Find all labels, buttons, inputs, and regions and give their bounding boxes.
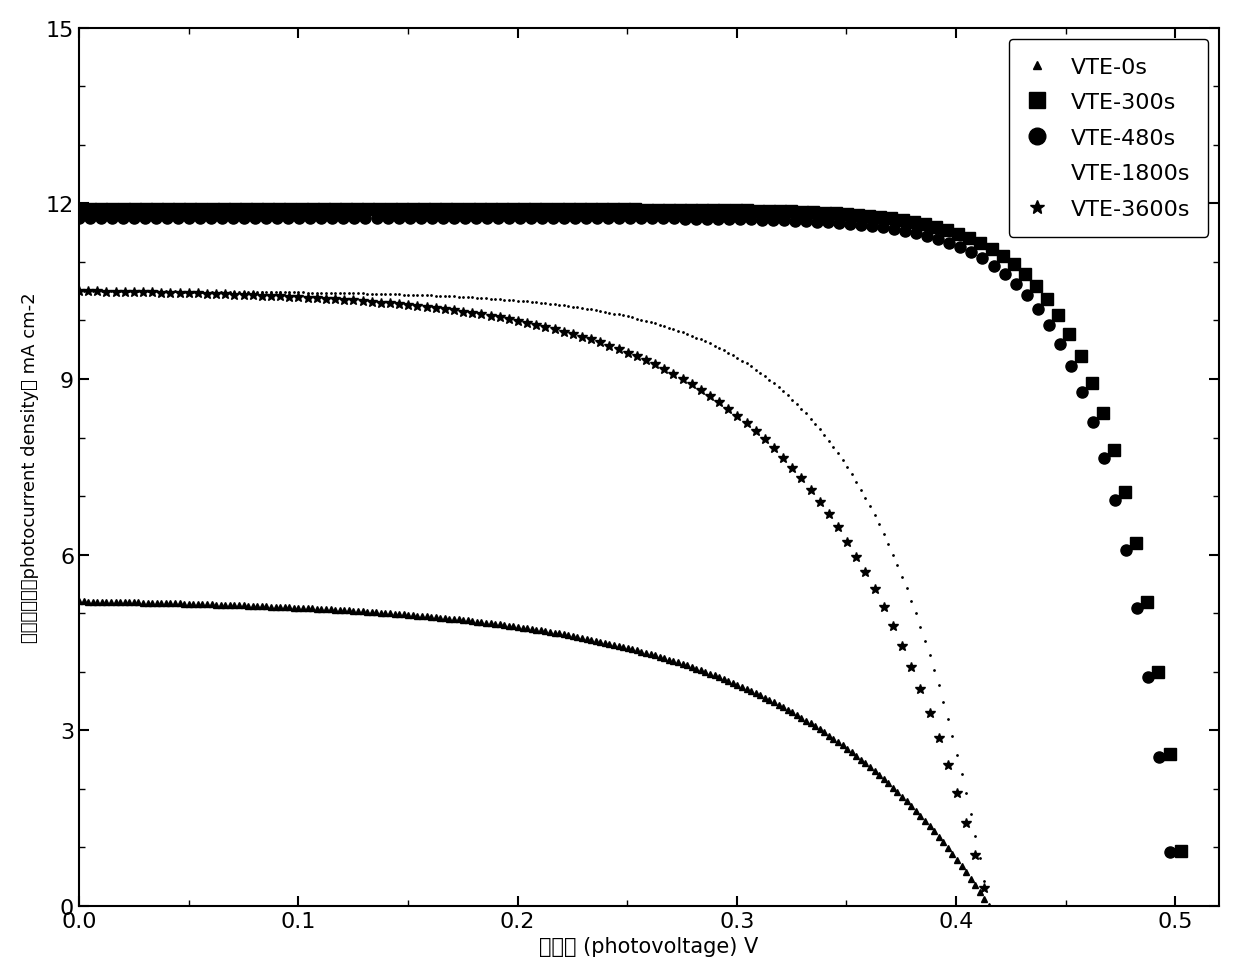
VTE-0s: [72, 596, 87, 608]
VTE-0s: [241, 600, 255, 612]
VTE-0s: [982, 900, 997, 912]
VTE-3600s: [936, 745, 951, 757]
VTE-1800s: [982, 900, 997, 912]
VTE-0s: [314, 604, 329, 616]
VTE-1800s: [936, 697, 951, 708]
VTE-3600s: [904, 661, 919, 673]
Y-axis label: 光电流密度（photocurrent density） mA cm-2: 光电流密度（photocurrent density） mA cm-2: [21, 292, 38, 643]
VTE-480s: [1112, 519, 1127, 531]
VTE-3600s: [314, 293, 329, 305]
VTE-1800s: [904, 595, 919, 607]
VTE-300s: [117, 204, 131, 216]
VTE-3600s: [241, 290, 255, 302]
VTE-0s: [904, 800, 919, 812]
Line: VTE-0s: VTE-0s: [76, 599, 992, 909]
VTE-300s: [1179, 900, 1194, 912]
VTE-300s: [367, 204, 382, 216]
Line: VTE-300s: VTE-300s: [73, 204, 1192, 912]
Legend: VTE-0s, VTE-300s, VTE-480s, VTE-1800s, VTE-3600s: VTE-0s, VTE-300s, VTE-480s, VTE-1800s, V…: [1008, 40, 1208, 237]
VTE-300s: [72, 204, 87, 216]
VTE-300s: [1084, 377, 1099, 389]
VTE-1800s: [108, 286, 123, 298]
VTE-0s: [936, 836, 951, 848]
VTE-1800s: [314, 287, 329, 299]
VTE-1800s: [126, 286, 141, 298]
VTE-480s: [363, 213, 378, 225]
VTE-3600s: [126, 287, 141, 299]
VTE-3600s: [72, 286, 87, 298]
VTE-300s: [1123, 511, 1138, 523]
VTE-480s: [72, 213, 87, 225]
VTE-3600s: [982, 900, 997, 912]
VTE-480s: [1074, 386, 1089, 398]
VTE-1800s: [72, 286, 87, 298]
VTE-1800s: [241, 286, 255, 298]
VTE-0s: [126, 597, 141, 609]
Line: VTE-1800s: VTE-1800s: [78, 290, 991, 908]
Line: VTE-3600s: VTE-3600s: [74, 287, 993, 911]
VTE-3600s: [108, 286, 123, 298]
VTE-480s: [275, 213, 290, 225]
VTE-300s: [278, 204, 293, 216]
VTE-0s: [108, 597, 123, 609]
X-axis label: 光电压 (photovoltage) V: 光电压 (photovoltage) V: [539, 936, 759, 956]
VTE-480s: [138, 213, 153, 225]
VTE-300s: [139, 204, 154, 216]
VTE-480s: [115, 213, 130, 225]
Line: VTE-480s: VTE-480s: [73, 213, 1180, 912]
VTE-480s: [1168, 900, 1183, 912]
